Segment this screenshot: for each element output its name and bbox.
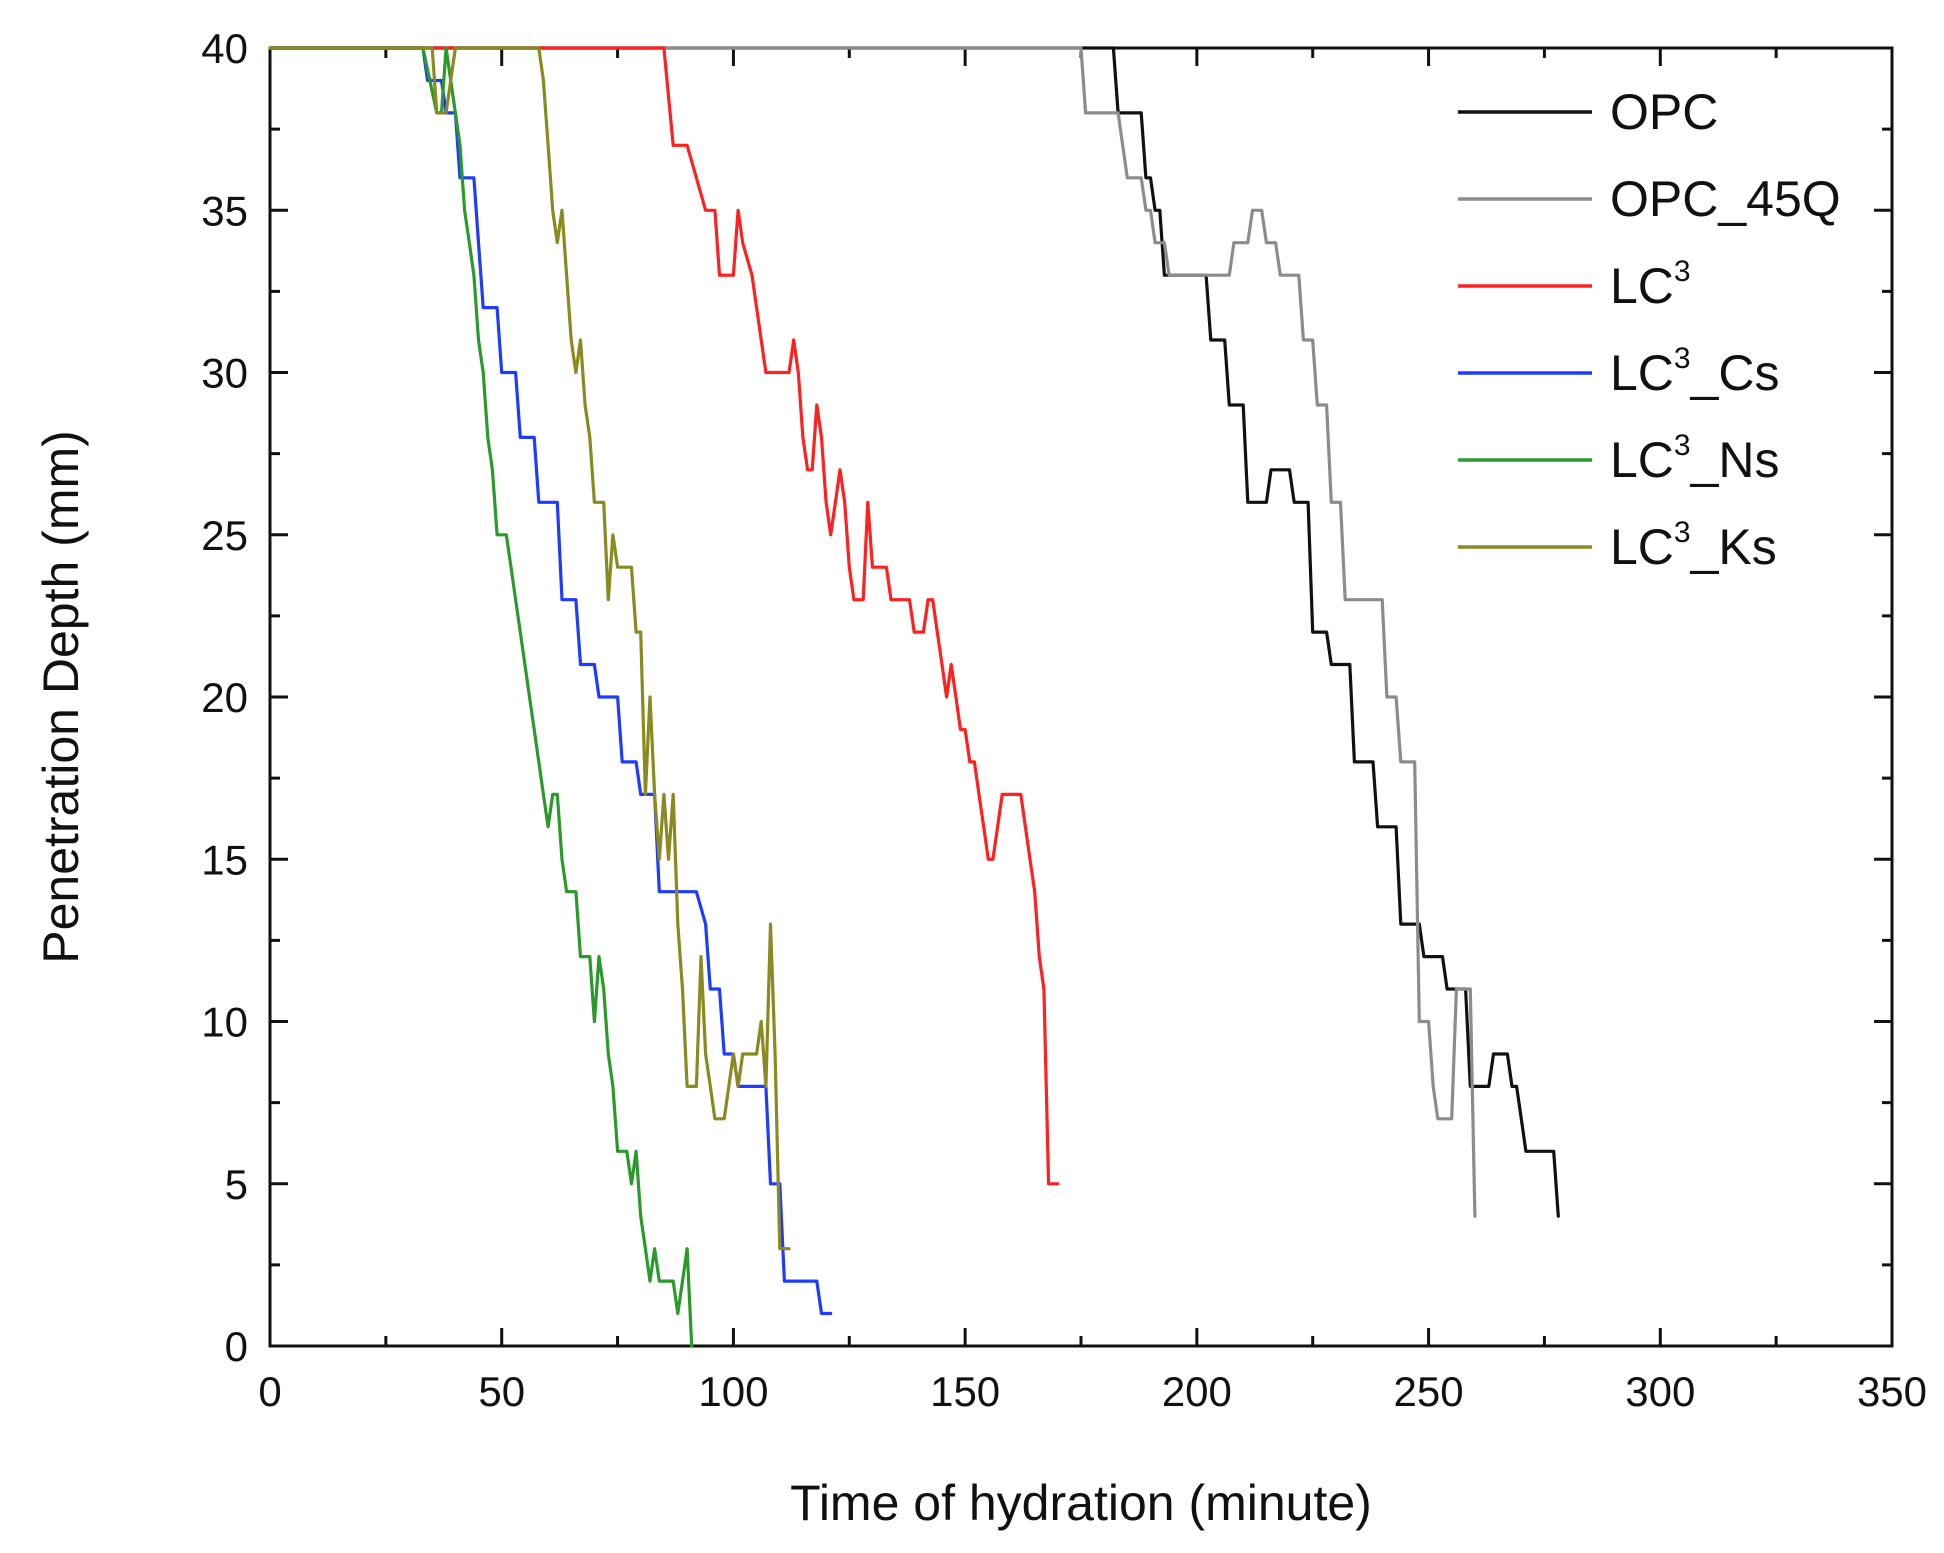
x-tick-label: 350 bbox=[1857, 1368, 1927, 1415]
x-axis-title: Time of hydration (minute) bbox=[790, 1475, 1372, 1531]
y-tick-label: 15 bbox=[201, 836, 248, 883]
x-axis-ticks: 0 50 100 150 200 250 300 350 bbox=[258, 48, 1927, 1415]
x-tick-label: 150 bbox=[930, 1368, 1000, 1415]
legend-label-lc3: LC3 bbox=[1610, 255, 1691, 314]
legend-label-lc3-ks: LC3_Ks bbox=[1610, 516, 1777, 575]
legend-label-lc3-ns: LC3_Ns bbox=[1610, 429, 1780, 488]
y-axis-title: Penetration Depth (mm) bbox=[33, 430, 89, 964]
legend-label-opc: OPC bbox=[1610, 84, 1718, 140]
y-tick-label: 10 bbox=[201, 999, 248, 1046]
plot-area-frame bbox=[268, 46, 1894, 1348]
legend: OPC OPC_45Q LC3 LC3_Cs LC3_Ns LC3_Ks bbox=[1458, 84, 1841, 575]
x-tick-label: 300 bbox=[1625, 1368, 1695, 1415]
x-tick-label: 200 bbox=[1162, 1368, 1232, 1415]
series-line-lc3 bbox=[268, 46, 1060, 1186]
legend-label-opc-45q: OPC_45Q bbox=[1610, 171, 1841, 227]
series-lines bbox=[268, 46, 1560, 1348]
y-tick-label: 25 bbox=[201, 512, 248, 559]
series-line-opc bbox=[268, 46, 1560, 1218]
series-line-lc3-ks bbox=[268, 46, 791, 1251]
y-axis-ticks: 0 5 10 15 20 25 30 35 40 bbox=[201, 25, 1892, 1370]
x-tick-label: 50 bbox=[478, 1368, 525, 1415]
series-line-lc3-ns bbox=[268, 46, 694, 1348]
x-tick-label: 100 bbox=[698, 1368, 768, 1415]
y-tick-label: 5 bbox=[225, 1161, 248, 1208]
y-tick-label: 40 bbox=[201, 25, 248, 72]
series-line-lc3-cs bbox=[268, 46, 833, 1316]
series-line-opc-45q bbox=[268, 46, 1477, 1218]
y-tick-label: 30 bbox=[201, 350, 248, 397]
y-tick-label: 35 bbox=[201, 187, 248, 234]
y-tick-label: 20 bbox=[201, 674, 248, 721]
x-tick-label: 0 bbox=[258, 1368, 281, 1415]
y-tick-label: 0 bbox=[225, 1323, 248, 1370]
x-tick-label: 250 bbox=[1394, 1368, 1464, 1415]
legend-label-lc3-cs: LC3_Cs bbox=[1610, 342, 1780, 401]
